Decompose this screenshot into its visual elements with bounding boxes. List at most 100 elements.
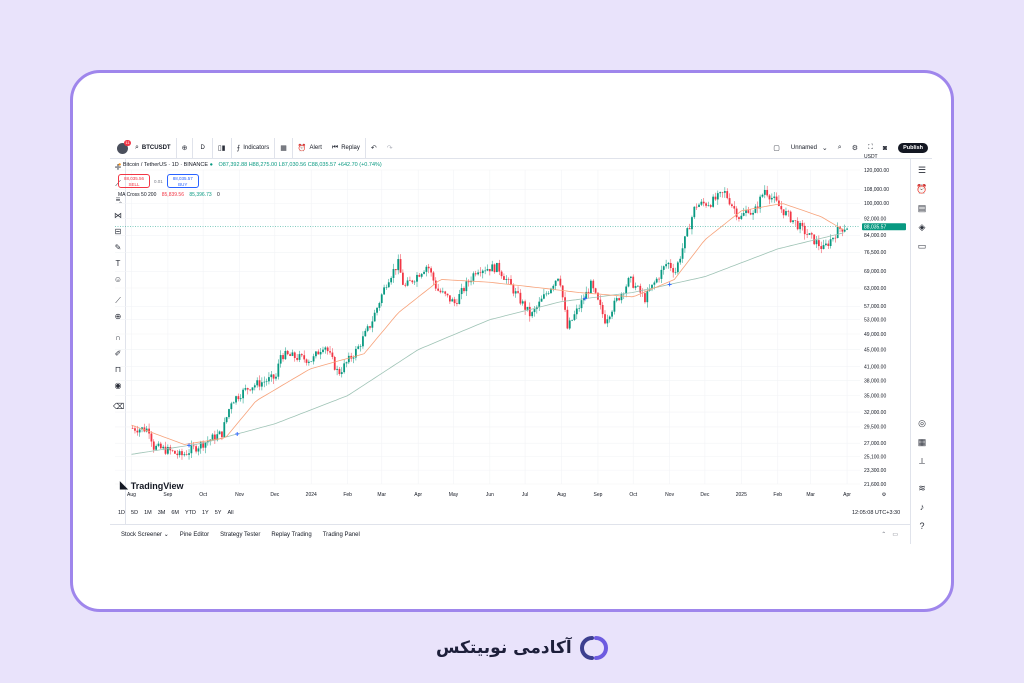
tab-stock-screener[interactable]: Stock Screener ⌄ <box>121 531 169 538</box>
layers-icon[interactable]: ◈ <box>918 222 926 232</box>
candle-body <box>498 262 501 272</box>
snapshot-button[interactable]: ◙ <box>878 138 892 159</box>
tab-strategy-tester[interactable]: Strategy Tester <box>220 531 261 538</box>
eye-icon[interactable]: ◉ <box>114 381 122 390</box>
trash-icon[interactable]: ⌫ <box>113 402 125 411</box>
candle-body <box>646 290 649 303</box>
magnet-icon[interactable]: ∩ <box>115 333 121 342</box>
candle-body <box>456 303 458 304</box>
candle-body <box>221 431 223 438</box>
chat-icon[interactable]: ▭ <box>917 241 927 251</box>
bar-style-button[interactable]: ▯▮ <box>213 137 232 159</box>
chart-tool-icon[interactable]: ⟂ <box>918 456 925 466</box>
candle-body <box>653 282 656 285</box>
brush-icon[interactable]: ✎ <box>114 243 122 252</box>
templates-button[interactable]: ▦ <box>275 137 293 159</box>
candle-body <box>300 354 303 356</box>
range-1y[interactable]: 1Y <box>201 510 209 516</box>
y-tick-label: 32,000.00 <box>864 410 886 416</box>
range-1d[interactable]: 1D <box>118 510 126 516</box>
bell-icon[interactable]: ♪ <box>919 502 925 512</box>
stay-drawing-icon[interactable]: ✐ <box>114 349 122 358</box>
sell-label: SELL <box>128 182 140 187</box>
alert-button[interactable]: ⏰ Alert <box>293 138 327 159</box>
calendar-icon[interactable]: ▦ <box>917 437 927 447</box>
quick-search-button[interactable]: ⌕ <box>833 138 847 159</box>
range-1m[interactable]: 1M <box>144 510 152 516</box>
replay-button[interactable]: ⏮ Replay <box>327 137 366 159</box>
help-icon[interactable]: ? <box>919 521 925 531</box>
candle-body <box>265 381 268 382</box>
candle-body <box>827 243 830 246</box>
alerts-icon[interactable]: ⏰ <box>916 184 928 194</box>
data-window-icon[interactable]: ▤ <box>917 203 927 213</box>
range-all[interactable]: All <box>227 510 234 516</box>
candle-body <box>134 428 136 431</box>
candle-body <box>634 286 637 288</box>
undo-button[interactable]: ↶ <box>366 138 382 159</box>
y-tick-label: 63,000.00 <box>864 286 886 292</box>
price-chart[interactable]: 120,000.00 108,000.00 100,000.00 92,000.00 8… <box>110 138 910 524</box>
fib-icon[interactable]: ≡ <box>115 195 121 204</box>
publish-button[interactable]: Publish <box>898 143 928 153</box>
symbol-search[interactable]: BTCUSDT <box>141 145 171 151</box>
panel-controls[interactable]: ⌃▭ <box>881 531 904 538</box>
candle-body <box>423 271 425 274</box>
layout-menu[interactable]: ▢ Unnamed ⌄ <box>768 138 833 159</box>
candle-body <box>632 276 635 288</box>
sell-button[interactable]: 88,035.56 SELL <box>118 174 150 188</box>
tab-trading-panel[interactable]: Trading Panel <box>322 531 360 538</box>
candle-body <box>387 282 390 288</box>
zoom-icon[interactable]: ⊕ <box>114 312 122 321</box>
trend-line-icon[interactable]: ⟋ <box>115 179 121 188</box>
stream-icon[interactable]: ≋ <box>918 483 926 493</box>
candle-body <box>263 381 266 383</box>
candle-body <box>749 212 752 215</box>
candle-body <box>411 280 414 283</box>
candle-body <box>627 277 630 287</box>
interval-button[interactable]: D <box>193 137 213 159</box>
x-tick-label: Jun <box>486 492 494 498</box>
candle-body <box>282 355 284 360</box>
tab-replay-trading[interactable]: Replay Trading <box>271 531 312 538</box>
lock-icon[interactable]: ⊓ <box>114 365 122 374</box>
target-icon[interactable]: ◎ <box>918 418 926 428</box>
avatar[interactable]: 11 <box>117 139 131 154</box>
settings-button[interactable]: ⚙ <box>847 138 863 159</box>
range-5y[interactable]: 5Y <box>214 510 222 516</box>
ma-legend[interactable]: MA Cross 50 200 85,839.56 85,396.73 0 <box>118 192 220 198</box>
candle-body <box>763 189 766 195</box>
range-ytd[interactable]: YTD <box>184 510 196 516</box>
candle-body <box>629 276 632 278</box>
range-3m[interactable]: 3M <box>157 510 166 516</box>
user-menu[interactable]: 11 ⌕ BTCUSDT <box>110 137 177 159</box>
tab-pine-editor[interactable]: Pine Editor <box>179 531 210 538</box>
x-tick-label: Nov <box>665 492 674 498</box>
candle-body <box>832 237 834 240</box>
position-icon[interactable]: ⊟ <box>114 227 122 236</box>
redo-button[interactable]: ↷ <box>382 138 398 159</box>
candle-body <box>148 428 150 434</box>
ruler-icon[interactable]: ⟋ <box>115 296 121 305</box>
compare-button[interactable]: ⊕ <box>177 137 194 159</box>
range-6m[interactable]: 6M <box>171 510 179 516</box>
candle-body <box>416 274 418 282</box>
emoji-icon[interactable]: ☺ <box>113 275 123 284</box>
candle-body <box>307 361 310 363</box>
fullscreen-button[interactable]: ⛶ <box>863 138 878 159</box>
watchlist-icon[interactable]: ☰ <box>917 165 927 175</box>
candle-body <box>517 291 519 293</box>
candle-body <box>662 266 665 270</box>
crosshair-icon[interactable]: ✛ <box>114 163 122 172</box>
timezone-clock[interactable]: 12:05:08 UTC+3:30 <box>852 510 901 516</box>
text-icon[interactable]: T <box>115 259 121 268</box>
collapse-legend-icon[interactable]: ⌃ <box>118 202 124 208</box>
candle-body <box>745 210 747 214</box>
indicators-button[interactable]: ⨍ Indicators <box>232 137 276 159</box>
buy-button[interactable]: 88,035.57 BUY <box>166 174 199 188</box>
pattern-icon[interactable]: ⋈ <box>114 211 122 220</box>
candle-body <box>362 336 364 347</box>
candle-body <box>785 211 787 216</box>
candle-body <box>728 198 731 205</box>
range-5d[interactable]: 5D <box>131 510 139 516</box>
